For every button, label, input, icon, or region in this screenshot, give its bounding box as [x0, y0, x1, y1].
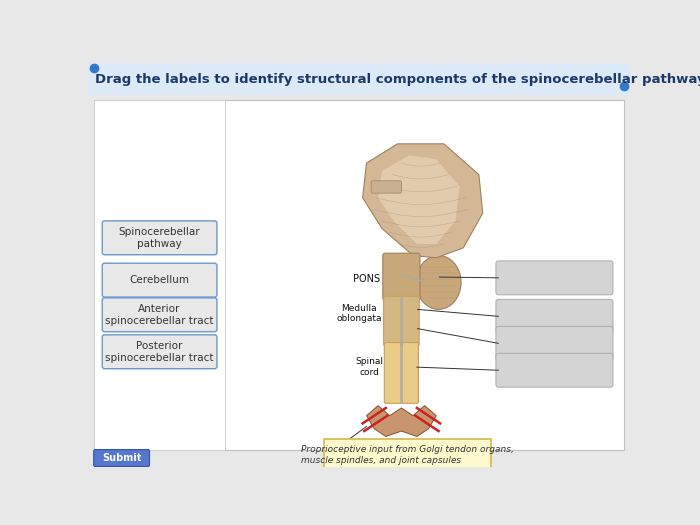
- FancyBboxPatch shape: [94, 100, 624, 450]
- Polygon shape: [378, 155, 459, 244]
- FancyBboxPatch shape: [94, 100, 225, 450]
- Polygon shape: [367, 406, 436, 436]
- FancyBboxPatch shape: [371, 181, 401, 193]
- FancyBboxPatch shape: [384, 342, 419, 403]
- FancyBboxPatch shape: [384, 296, 419, 345]
- Text: Drag the labels to identify structural components of the spinocerebellar pathway: Drag the labels to identify structural c…: [95, 74, 700, 87]
- Text: Anterior
spinocerebellar tract: Anterior spinocerebellar tract: [105, 304, 214, 326]
- Text: Medulla
oblongata: Medulla oblongata: [337, 303, 382, 323]
- Polygon shape: [363, 144, 483, 258]
- Text: Posterior
spinocerebellar tract: Posterior spinocerebellar tract: [105, 341, 214, 363]
- FancyBboxPatch shape: [496, 261, 613, 295]
- Text: Proprioceptive input from Golgi tendon organs,
muscle spindles, and joint capsul: Proprioceptive input from Golgi tendon o…: [301, 445, 514, 465]
- FancyBboxPatch shape: [383, 253, 420, 300]
- Text: Spinocerebellar
pathway: Spinocerebellar pathway: [119, 227, 200, 249]
- FancyBboxPatch shape: [102, 263, 217, 297]
- Text: Submit: Submit: [102, 453, 141, 463]
- Ellipse shape: [416, 256, 461, 309]
- FancyBboxPatch shape: [94, 449, 150, 467]
- FancyBboxPatch shape: [324, 439, 491, 471]
- Text: Cerebellum: Cerebellum: [130, 275, 190, 285]
- Text: Spinal
cord: Spinal cord: [356, 358, 384, 377]
- FancyBboxPatch shape: [102, 221, 217, 255]
- FancyBboxPatch shape: [496, 327, 613, 360]
- FancyBboxPatch shape: [496, 299, 613, 333]
- FancyBboxPatch shape: [102, 335, 217, 369]
- FancyBboxPatch shape: [496, 353, 613, 387]
- FancyBboxPatch shape: [102, 298, 217, 332]
- FancyBboxPatch shape: [88, 63, 630, 96]
- Text: PONS: PONS: [353, 274, 379, 284]
